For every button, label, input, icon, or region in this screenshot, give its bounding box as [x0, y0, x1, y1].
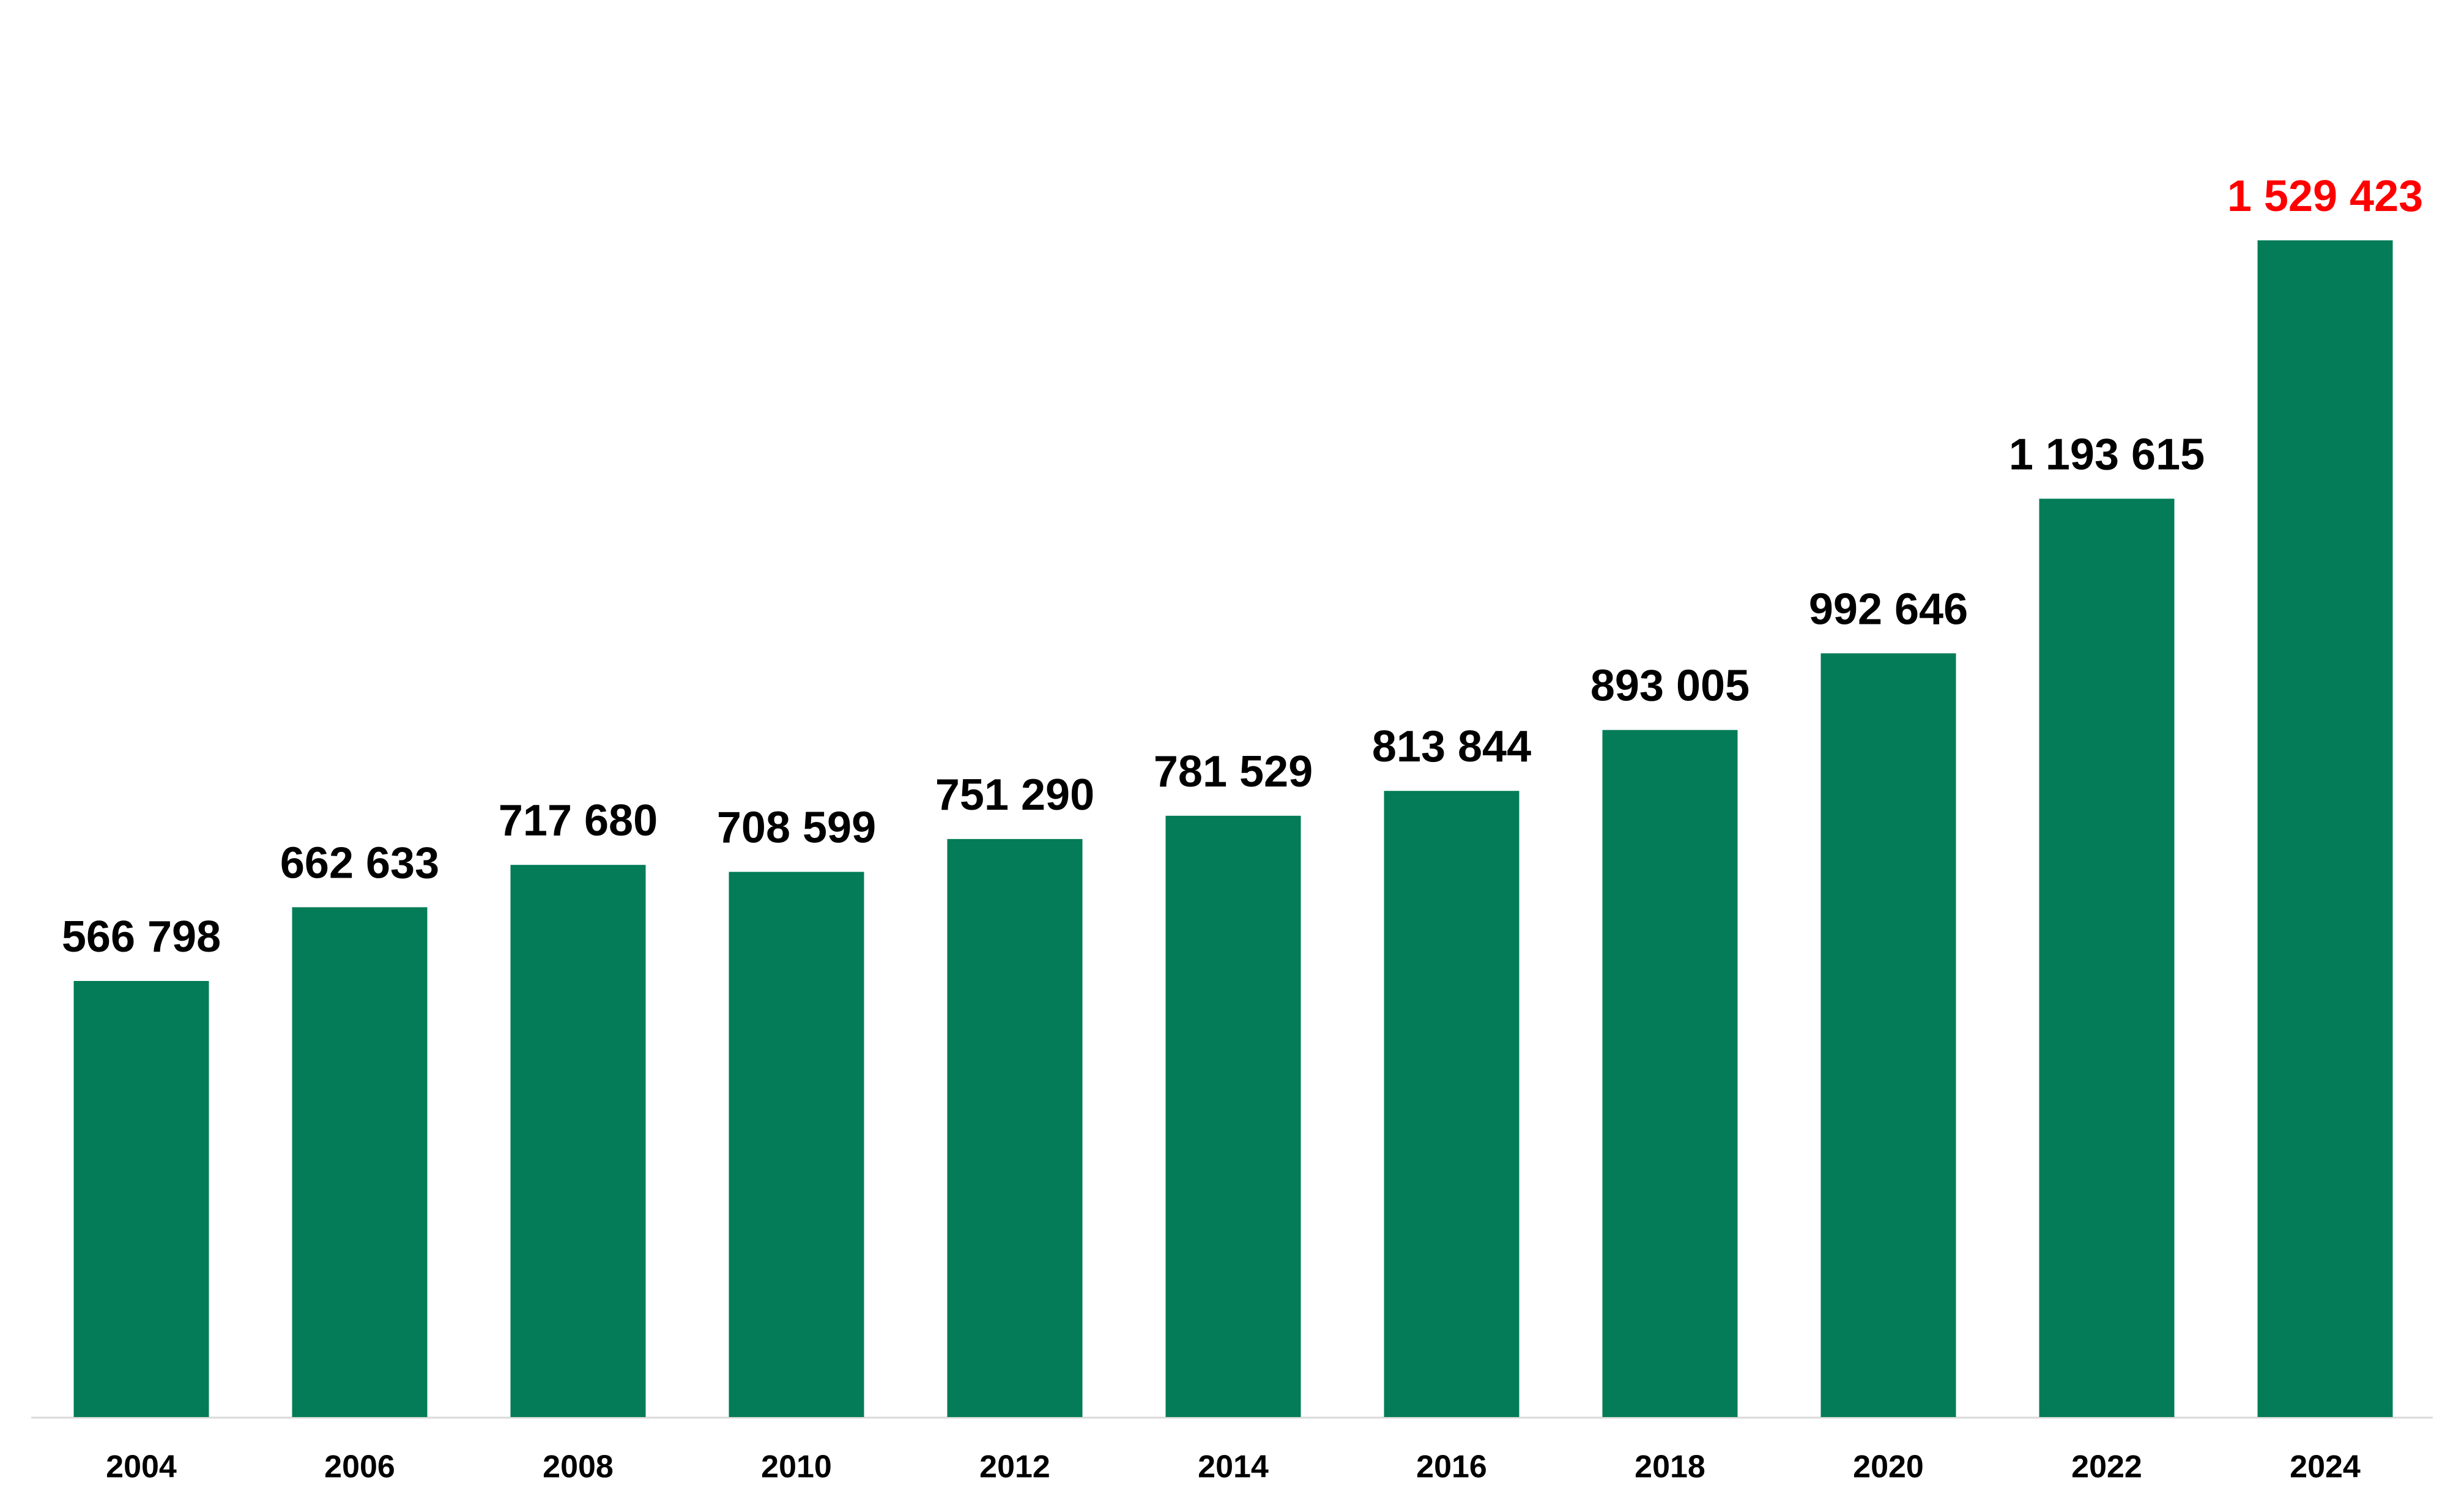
x-tick-label: 2012 — [979, 1449, 1050, 1485]
x-tick-label: 2016 — [1416, 1449, 1487, 1485]
x-tick-label: 2008 — [543, 1449, 614, 1485]
bar — [947, 838, 1083, 1417]
value-label: 893 005 — [1590, 662, 1750, 711]
x-tick-label: 2004 — [106, 1449, 177, 1485]
x-tick-label: 2018 — [1635, 1449, 1705, 1485]
value-label: 1 193 615 — [2009, 430, 2205, 479]
x-tick-label: 2006 — [324, 1449, 395, 1485]
value-label: 717 680 — [499, 796, 658, 845]
x-tick-label: 2010 — [761, 1449, 832, 1485]
value-label: 813 844 — [1372, 722, 1531, 771]
x-tick-label: 2022 — [2071, 1449, 2142, 1485]
bar — [1602, 730, 1738, 1417]
bar — [1384, 791, 1520, 1417]
value-label: 662 633 — [280, 838, 439, 887]
bar — [1165, 815, 1301, 1417]
x-tick-label: 2020 — [1853, 1449, 1924, 1485]
bar — [292, 907, 428, 1417]
value-label: 566 798 — [62, 912, 221, 961]
bar — [2039, 498, 2175, 1417]
bar — [510, 865, 646, 1417]
bar — [73, 980, 209, 1417]
value-label: 781 529 — [1154, 747, 1313, 796]
value-label: 1 529 423 — [2227, 172, 2423, 221]
value-label: 992 646 — [1809, 585, 1968, 634]
value-label: 708 599 — [717, 804, 876, 853]
value-label: 751 290 — [935, 771, 1094, 820]
bar — [1820, 653, 1956, 1417]
bar — [729, 872, 864, 1417]
x-tick-label: 2014 — [1198, 1449, 1269, 1485]
x-tick-label: 2024 — [2290, 1449, 2361, 1485]
bar — [2257, 240, 2393, 1417]
